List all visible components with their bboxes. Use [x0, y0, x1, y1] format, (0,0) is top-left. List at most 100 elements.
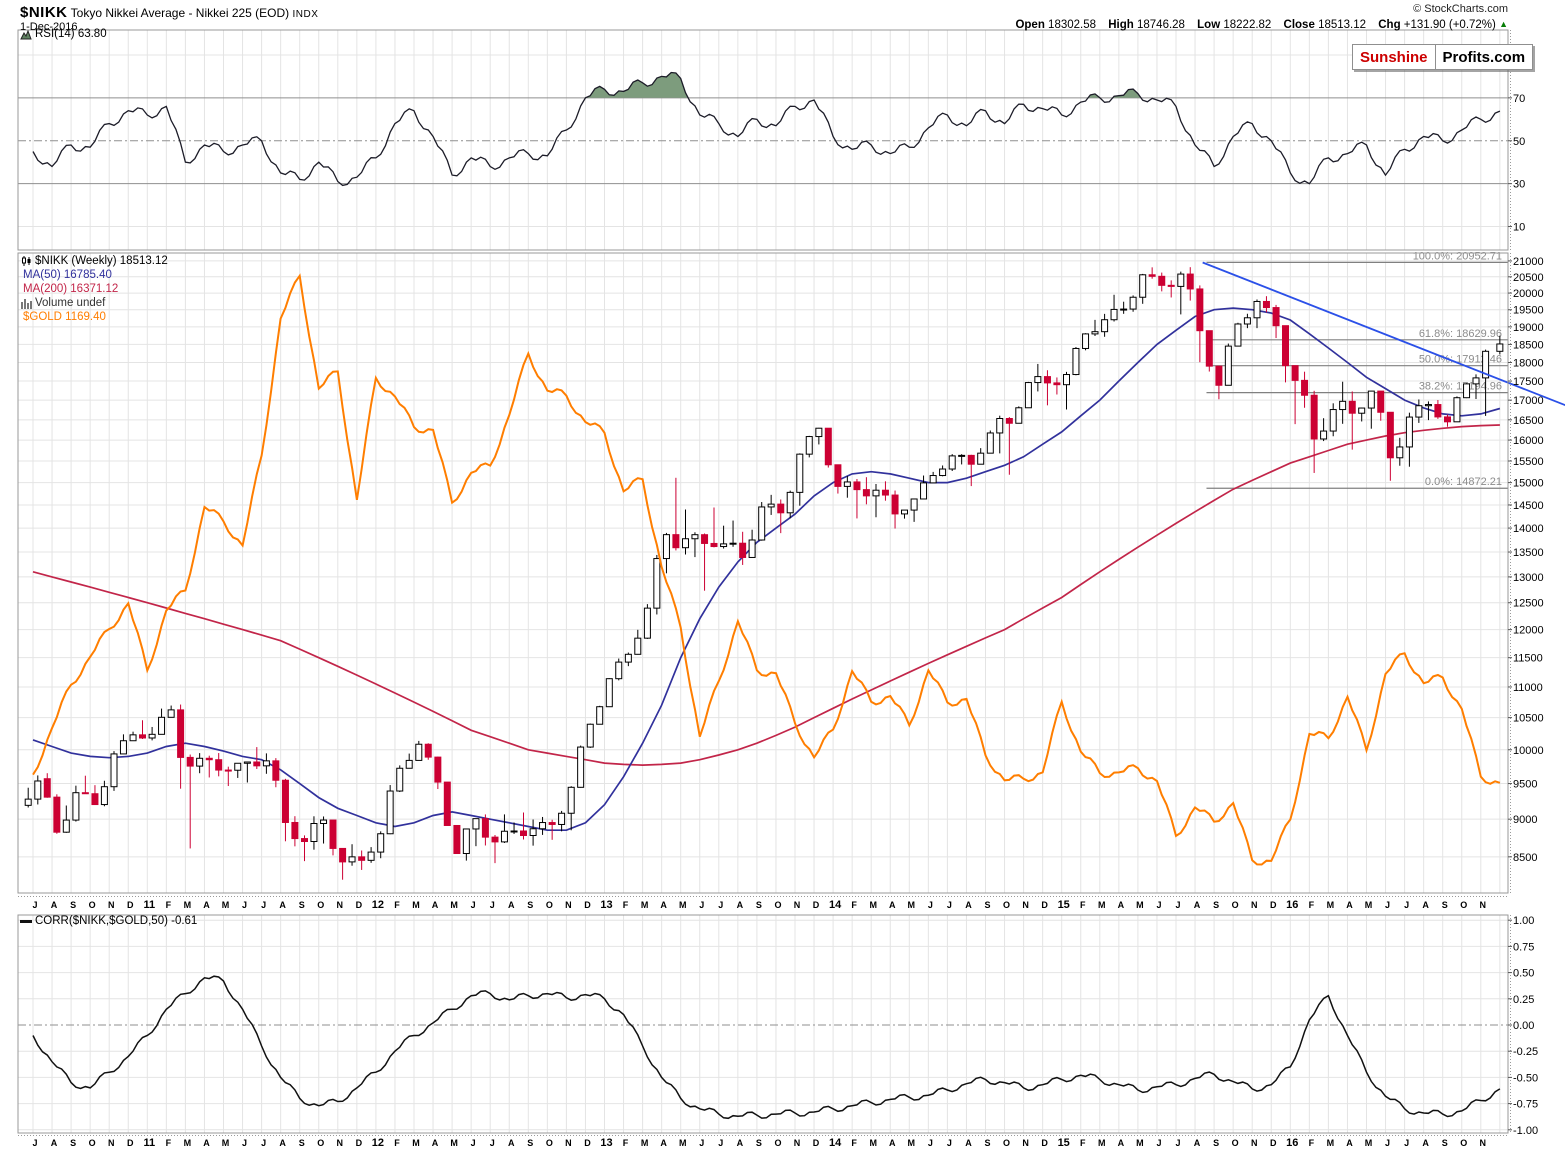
svg-text:16000: 16000: [1513, 435, 1544, 447]
legend-ma200: MA(200) 16371.12: [20, 282, 168, 296]
svg-text:N: N: [1022, 900, 1029, 910]
change-up-arrow: ▲: [1499, 19, 1508, 29]
rsi-area-icon: [20, 29, 32, 40]
close-value: 18513.12: [1318, 19, 1367, 31]
svg-text:-1.00: -1.00: [1513, 1125, 1538, 1137]
svg-text:O: O: [89, 1138, 96, 1148]
svg-text:N: N: [337, 900, 344, 910]
svg-text:12: 12: [372, 899, 384, 911]
svg-text:A: A: [737, 900, 744, 910]
svg-text:14: 14: [829, 899, 842, 911]
svg-text:50: 50: [1513, 136, 1525, 148]
svg-text:S: S: [756, 1138, 762, 1148]
corr-time-axis: J A S O N D 11 F M A M J J A S O N D 12 F M A M J J A S O N D 13 F M A M J J…: [32, 1137, 1486, 1149]
svg-text:20000: 20000: [1513, 288, 1544, 300]
svg-text:D: D: [1041, 900, 1048, 910]
svg-text:D: D: [1041, 1138, 1048, 1148]
svg-text:12000: 12000: [1513, 625, 1544, 637]
copyright: © StockCharts.com: [1413, 3, 1508, 15]
svg-text:N: N: [1022, 1138, 1029, 1148]
svg-text:D: D: [1270, 900, 1277, 910]
legend-ma200-label: MA(200) 16371.12: [23, 283, 119, 295]
svg-text:O: O: [1003, 900, 1010, 910]
svg-text:16: 16: [1286, 899, 1298, 911]
svg-text:M: M: [412, 1138, 420, 1148]
chart-header: $NIKK Tokyo Nikkei Average - Nikkei 225 …: [20, 4, 318, 21]
svg-text:N: N: [565, 1138, 572, 1148]
svg-text:F: F: [851, 1138, 857, 1148]
svg-text:A: A: [660, 900, 667, 910]
legend-volume: Volume undef: [20, 296, 168, 310]
svg-text:M: M: [1365, 900, 1373, 910]
svg-text:F: F: [166, 900, 172, 910]
svg-text:M: M: [869, 1138, 877, 1148]
high-label: High: [1108, 19, 1134, 31]
svg-text:10: 10: [1513, 222, 1525, 234]
svg-text:J: J: [718, 900, 723, 910]
svg-text:J: J: [242, 900, 247, 910]
svg-text:M: M: [641, 900, 649, 910]
svg-text:M: M: [908, 1138, 916, 1148]
sunshine-profits-logo[interactable]: Sunshine Profits.com: [1352, 44, 1534, 70]
corr-legend: CORR($NIKK,$GOLD,50) -0.61: [20, 915, 197, 927]
svg-text:N: N: [1480, 900, 1487, 910]
svg-text:A: A: [1346, 1138, 1353, 1148]
chart-date: 1-Dec-2016: [20, 21, 78, 33]
svg-text:A: A: [1194, 900, 1201, 910]
ohlc-row: Open 18302.58 High 18746.28 Low 18222.82…: [1006, 19, 1508, 31]
svg-text:M: M: [450, 1138, 458, 1148]
legend-ma50: MA(50) 16785.40: [20, 268, 168, 282]
svg-text:J: J: [947, 1138, 952, 1148]
svg-text:A: A: [965, 1138, 972, 1148]
svg-text:13500: 13500: [1513, 547, 1544, 559]
svg-text:J: J: [32, 900, 37, 910]
svg-text:13: 13: [600, 899, 612, 911]
svg-text:M: M: [1327, 1138, 1335, 1148]
close-label: Close: [1283, 19, 1315, 31]
svg-text:N: N: [794, 900, 801, 910]
low-value: 18222.82: [1223, 19, 1272, 31]
svg-text:M: M: [869, 900, 877, 910]
open-value: 18302.58: [1048, 19, 1097, 31]
right-axis: 21000 20500 20000 19500 19000 18500 18000 17500…: [17, 29, 1544, 1137]
svg-text:15500: 15500: [1513, 456, 1544, 468]
svg-text:38.2%: 17194.96: 38.2%: 17194.96: [1419, 381, 1502, 393]
svg-text:N: N: [1480, 1138, 1487, 1148]
svg-text:15000: 15000: [1513, 478, 1544, 490]
svg-text:J: J: [699, 1138, 704, 1148]
svg-text:O: O: [1460, 1138, 1467, 1148]
svg-text:-0.75: -0.75: [1513, 1099, 1538, 1111]
svg-text:J: J: [928, 900, 933, 910]
svg-text:M: M: [222, 900, 230, 910]
svg-text:A: A: [1118, 900, 1125, 910]
rsi-legend-label: RSI(14) 63.80: [35, 28, 107, 40]
svg-text:18000: 18000: [1513, 357, 1544, 369]
svg-text:S: S: [299, 1138, 305, 1148]
svg-text:12: 12: [372, 1137, 384, 1149]
svg-text:F: F: [623, 900, 629, 910]
svg-text:N: N: [794, 1138, 801, 1148]
svg-text:8500: 8500: [1513, 852, 1537, 864]
candlestick-icon: [20, 255, 32, 267]
svg-text:J: J: [471, 1138, 476, 1148]
svg-text:O: O: [1460, 900, 1467, 910]
svg-text:O: O: [317, 900, 324, 910]
instrument-name: Tokyo Nikkei Average - Nikkei 225 (EOD): [70, 6, 290, 20]
svg-text:M: M: [222, 1138, 230, 1148]
svg-text:M: M: [184, 1138, 192, 1148]
svg-text:F: F: [1080, 900, 1086, 910]
svg-text:A: A: [1194, 1138, 1201, 1148]
svg-text:D: D: [584, 900, 591, 910]
svg-text:F: F: [851, 900, 857, 910]
legend-nikk: $NIKK (Weekly) 18513.12: [20, 254, 168, 268]
svg-text:M: M: [1098, 900, 1106, 910]
svg-text:M: M: [908, 900, 916, 910]
svg-text:1.00: 1.00: [1513, 915, 1534, 927]
svg-text:M: M: [412, 900, 420, 910]
symbol: $NIKK: [20, 4, 68, 21]
svg-text:D: D: [127, 900, 134, 910]
svg-text:S: S: [984, 900, 990, 910]
svg-text:F: F: [1080, 1138, 1086, 1148]
